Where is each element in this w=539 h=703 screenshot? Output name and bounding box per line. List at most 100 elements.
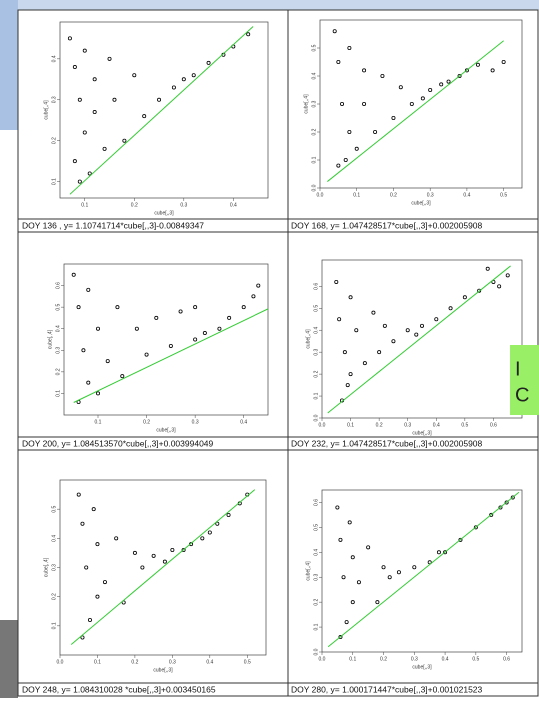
point [443,550,448,555]
point [67,36,72,41]
y-tick-label: 0.5 [51,505,57,512]
x-tick-label: 0.6 [490,422,497,428]
point [157,97,162,102]
point [428,88,433,93]
point [87,171,92,176]
point [96,326,101,331]
point [77,97,82,102]
y-tick-label: 0.3 [313,348,319,355]
x-tick-label: 0.5 [472,656,479,662]
point [84,565,89,570]
point [375,600,380,605]
point [341,575,346,580]
y-tick-label: 0.2 [55,368,61,375]
plot-frame [59,21,269,199]
x-tick-label: 0.6 [503,656,510,662]
point [485,266,490,271]
x-tick-label: 0.2 [376,422,383,428]
plot-frame [321,259,523,419]
x-tick-label: 0.5 [461,422,468,428]
point [347,129,352,134]
point [144,352,149,357]
point [343,157,348,162]
point [348,295,353,300]
point [505,273,510,278]
point [142,114,147,119]
point [95,542,100,547]
point [92,77,97,82]
y-tick-label: 0.2 [311,128,317,135]
y-axis-label: cube[,,4] [305,561,311,581]
table-frame [17,9,539,697]
x-axis-label: cube[,,3] [153,667,173,673]
point [181,77,186,82]
point [71,272,76,277]
x-axis-label: cube[,,3] [412,664,432,670]
point [76,305,81,310]
x-tick-label: 0.0 [319,422,326,428]
point [227,315,232,320]
point [498,505,503,510]
plots: 0.1 0.2 0.3 0.4 0.1 0.2 0.3 0.4 cube[,,3] cube[,,… [22,19,523,694]
point [412,565,417,570]
point [336,60,341,65]
caption: DOY 232, y= 1.047428517*cube[,,3]+0.0020… [291,438,483,448]
point [490,68,495,73]
point [489,512,494,517]
point [86,287,91,292]
point [82,130,87,135]
point [462,295,467,300]
point [105,359,110,364]
point [80,635,85,640]
y-tick-label: 0.2 [313,370,319,377]
caption: DOY 248, y= 1.084310028 *cube[,,3]+0.003… [22,684,216,694]
x-tick-label: 0.3 [427,192,434,198]
point [398,85,403,90]
y-axis-label: cube[,,4] [43,557,49,577]
point [81,348,86,353]
y-tick-label: 0.0 [313,414,319,421]
point [366,545,371,550]
slide-image [0,620,18,698]
fit-line [73,308,269,403]
y-axis-label: cube[,,4] [305,329,311,349]
y-tick-label: 0.6 [313,283,319,290]
point [409,102,414,107]
point [354,328,359,333]
y-tick-label: 0.4 [51,55,57,62]
point [342,350,347,355]
x-tick-label: 0.3 [180,202,187,208]
x-tick-label: 0.4 [433,422,440,428]
point [414,332,419,337]
point [377,350,382,355]
x-tick-label: 0.2 [131,202,138,208]
y-tick-label: 0.2 [313,598,319,605]
y-axis-label: cube[,,4] [303,94,309,114]
point [336,163,341,168]
side-text: I [515,358,521,380]
x-tick-label: 0.5 [244,659,251,665]
point [332,29,337,34]
point [107,56,112,61]
point [132,550,137,555]
y-tick-label: 0.1 [51,178,57,185]
point [256,283,261,288]
point [380,74,385,79]
point [362,102,367,107]
point [151,553,156,558]
point [350,600,355,605]
point [193,305,198,310]
point [77,179,82,184]
y-axis-label: cube[,,4] [43,100,49,120]
y-tick-label: 0.6 [55,282,61,289]
y-tick-label: 0.4 [313,549,319,556]
plot-frame [63,263,269,416]
point [181,548,186,553]
y-tick-label: 0.3 [311,100,317,107]
point [338,537,343,542]
point [373,129,378,134]
point [391,116,396,121]
point [207,530,212,535]
y-tick-label: 0.1 [51,622,57,629]
